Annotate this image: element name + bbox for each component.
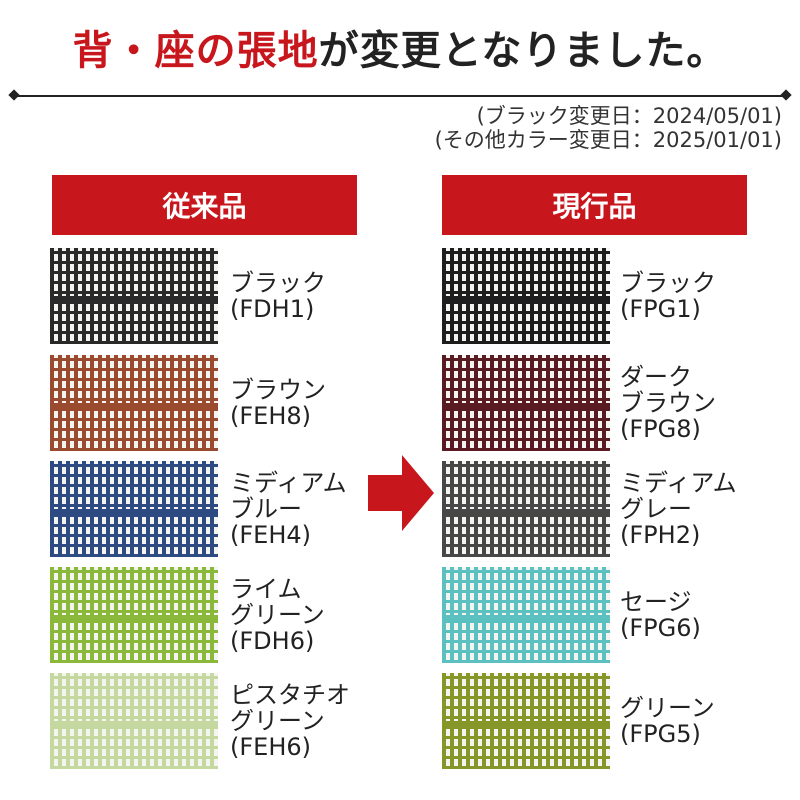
new-label: グリーン (FPG5): [620, 695, 715, 747]
old-swatch: [50, 673, 218, 769]
diamond-right: [780, 89, 792, 101]
old-swatch: [50, 355, 218, 451]
old-label: ピスタチオ グリーン (FEH6): [230, 682, 350, 760]
old-label: ミディアム ブルー (FEH4): [230, 470, 347, 548]
divider: [14, 95, 786, 97]
change-dates: (ブラック変更日：2024/05/01) (その他カラー変更日：2025/01/…: [435, 104, 782, 152]
color-code: (FDH1): [230, 295, 315, 323]
color-code: (FPG6): [620, 614, 701, 642]
new-swatch: [442, 567, 610, 663]
color-code: (FEH6): [230, 733, 312, 761]
color-name: セージ: [620, 588, 692, 616]
new-swatch: [442, 461, 610, 557]
color-code: (FDH6): [230, 627, 315, 655]
color-name: ブラック: [230, 269, 326, 297]
title-rest: が変更となりました。: [318, 28, 728, 74]
color-name: ミディアム ブルー: [230, 469, 347, 523]
color-name: ダーク ブラウン: [620, 363, 716, 417]
new-label: ミディアム グレー (FPH2): [620, 470, 737, 548]
old-swatch: [50, 248, 218, 344]
color-name: ブラウン: [230, 376, 326, 404]
arrow-right-icon: [368, 455, 434, 531]
title-highlight: 背・座の張地: [72, 28, 319, 74]
new-label: ブラック (FPG1): [620, 270, 716, 322]
page-title: 背・座の張地が変更となりました。: [0, 18, 800, 76]
old-swatch: [50, 567, 218, 663]
new-header: 現行品: [442, 175, 747, 235]
color-name: ブラック: [620, 269, 716, 297]
color-name: ライム グリーン: [230, 575, 325, 629]
color-code: (FPG8): [620, 415, 701, 443]
new-swatch: [442, 248, 610, 344]
color-name: ミディアム グレー: [620, 469, 737, 523]
new-label: セージ (FPG6): [620, 589, 701, 641]
color-code: (FPG5): [620, 720, 701, 748]
old-label: ブラック (FDH1): [230, 270, 326, 322]
old-label: ブラウン (FEH8): [230, 377, 326, 429]
old-header: 従来品: [52, 175, 357, 235]
black-change-date: (ブラック変更日：2024/05/01): [476, 104, 782, 128]
color-name: ピスタチオ グリーン: [230, 681, 350, 735]
color-code: (FPG1): [620, 295, 701, 323]
color-code: (FEH8): [230, 402, 312, 430]
new-swatch: [442, 673, 610, 769]
color-code: (FEH4): [230, 521, 312, 549]
new-label: ダーク ブラウン (FPG8): [620, 364, 716, 442]
color-code: (FPH2): [620, 521, 701, 549]
other-change-date: (その他カラー変更日：2025/01/01): [434, 128, 782, 152]
old-label: ライム グリーン (FDH6): [230, 576, 325, 654]
old-swatch: [50, 461, 218, 557]
color-name: グリーン: [620, 694, 715, 722]
new-swatch: [442, 355, 610, 451]
